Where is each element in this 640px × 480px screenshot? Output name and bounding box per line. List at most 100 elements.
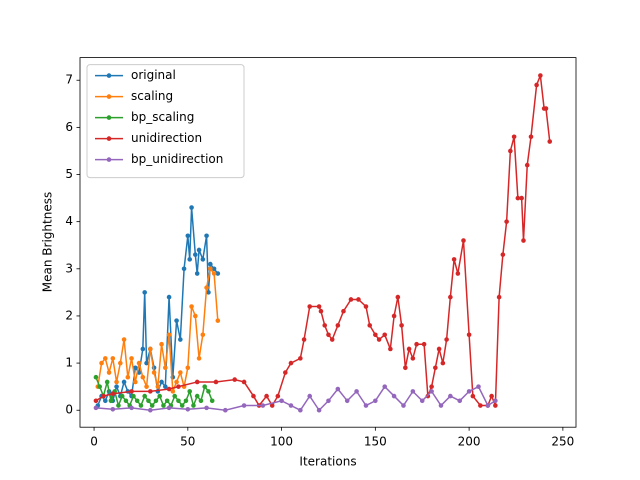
data-point	[251, 393, 256, 399]
data-point	[125, 374, 131, 380]
data-point	[208, 261, 213, 267]
data-point	[354, 389, 359, 394]
data-point	[93, 374, 99, 380]
data-point	[363, 403, 369, 408]
data-point	[179, 403, 185, 408]
data-point	[269, 403, 275, 408]
data-point	[170, 389, 176, 394]
data-point	[211, 266, 217, 272]
data-point	[163, 365, 168, 371]
data-point	[440, 360, 446, 366]
data-point	[144, 384, 149, 389]
data-point	[209, 398, 215, 404]
data-point	[500, 252, 506, 257]
data-point	[185, 365, 191, 371]
legend-marker	[106, 157, 112, 162]
data-point	[204, 233, 209, 239]
data-point	[106, 370, 112, 375]
data-point	[414, 341, 419, 347]
data-point	[316, 304, 322, 309]
data-point	[395, 294, 401, 300]
data-point	[376, 337, 382, 342]
data-point	[215, 271, 221, 276]
data-point	[104, 379, 110, 385]
data-point	[164, 398, 170, 404]
data-point	[200, 332, 206, 338]
data-point	[155, 384, 161, 389]
data-point	[174, 379, 179, 385]
data-point	[191, 403, 196, 408]
data-point	[200, 257, 206, 262]
data-point	[363, 304, 369, 309]
data-point	[275, 393, 281, 399]
data-point	[241, 403, 247, 408]
data-point	[329, 337, 335, 342]
data-point	[528, 134, 534, 140]
data-point	[129, 356, 134, 361]
data-point	[401, 403, 406, 408]
data-point	[457, 398, 463, 404]
y-tick-label: 1	[65, 356, 73, 370]
x-tick-label: 200	[458, 435, 481, 449]
data-point	[142, 393, 147, 399]
data-point	[153, 398, 159, 404]
y-axis-label: Mean Brightness	[41, 192, 55, 292]
data-point	[298, 356, 303, 361]
data-point	[455, 271, 461, 276]
data-point	[504, 219, 509, 224]
data-point	[159, 341, 164, 347]
data-point	[406, 346, 412, 352]
y-tick-label: 3	[65, 261, 73, 275]
data-point	[97, 384, 102, 389]
data-point	[344, 398, 350, 404]
data-point	[181, 266, 187, 272]
data-point	[476, 384, 481, 389]
data-point	[148, 407, 153, 413]
legend-label: bp_scaling	[131, 110, 194, 124]
data-point	[298, 407, 303, 413]
data-point	[110, 391, 116, 397]
legend-marker	[106, 115, 112, 120]
data-point	[326, 332, 331, 338]
data-point	[110, 356, 116, 361]
data-point	[279, 398, 284, 404]
data-point	[114, 379, 119, 385]
data-point	[129, 389, 134, 394]
data-point	[157, 393, 162, 399]
data-point	[410, 389, 416, 394]
legend-marker	[106, 73, 112, 78]
data-point	[206, 290, 211, 295]
data-point	[189, 205, 194, 210]
x-tick-label: 150	[364, 435, 387, 449]
data-point	[391, 313, 397, 319]
data-point	[382, 332, 388, 338]
data-point	[215, 318, 221, 323]
data-point	[178, 370, 183, 375]
data-point	[204, 285, 209, 290]
data-point	[283, 370, 288, 375]
data-point	[176, 384, 181, 389]
legend-label: unidirection	[131, 131, 202, 145]
data-point	[538, 73, 543, 78]
data-point	[198, 398, 204, 404]
data-point	[146, 398, 151, 404]
data-point	[421, 341, 427, 347]
data-point	[131, 393, 136, 399]
legend-label: bp_unidirection	[131, 152, 223, 166]
data-point	[348, 297, 354, 302]
data-point	[524, 162, 530, 168]
data-point	[466, 332, 472, 338]
data-point	[508, 148, 513, 154]
data-point	[515, 195, 521, 201]
x-axis-label: Iterations	[299, 455, 356, 469]
data-point	[161, 403, 166, 408]
data-point	[187, 257, 193, 262]
x-tick-label: 0	[90, 435, 98, 449]
data-point	[388, 346, 393, 352]
data-point	[187, 389, 193, 394]
data-point	[436, 346, 442, 352]
y-tick-label: 2	[65, 308, 73, 322]
data-point	[193, 313, 198, 319]
data-point	[448, 294, 453, 300]
data-point	[108, 398, 114, 404]
